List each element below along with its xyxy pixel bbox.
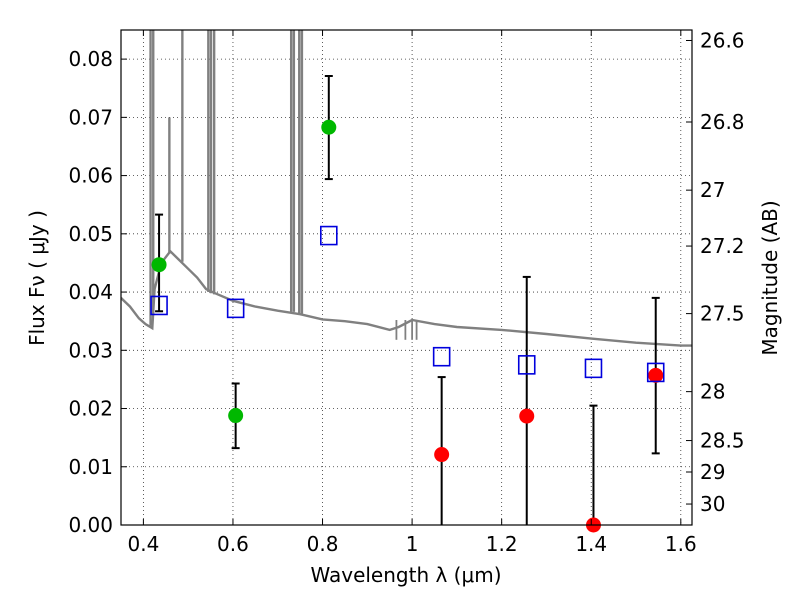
y-tick-label: 0.06 [68,164,113,188]
right-tick-label: 26.6 [700,28,745,52]
y-tick-label: 0.03 [68,338,113,362]
model-spectrum [121,30,692,347]
data-point-square [584,358,603,379]
data-point-square [432,346,451,367]
x-tick-label: 1 [406,532,419,556]
right-tick-label: 26.8 [700,110,745,134]
right-tick-label: 28.5 [700,429,745,453]
x-tick-label: 0.4 [127,532,159,556]
grid-lines [121,30,692,526]
data-point-circle [519,408,535,424]
data-point-circle [434,447,450,463]
y-tick-label: 0.08 [68,47,113,71]
y-tick-label: 0.07 [68,105,113,129]
y-axis-right-title: Magnitude (AB) [758,200,782,355]
data-point-square [646,362,665,383]
right-tick-label: 28 [700,380,725,404]
data-point-circle [321,119,337,135]
spectrum-continuum [121,249,692,347]
y-tick-label: 0.02 [68,397,113,421]
y-tick-label: 0.04 [68,280,113,304]
y-tick-label: 0.01 [68,455,113,479]
y-tick-label: 0.00 [68,513,113,537]
y-axis-title: Flux Fν ( μJy ) [25,210,49,346]
axis-ticks: 0.4 0.6 0.8 1 1.2 1.4 1.6 0.00 0.01 0.02 0.03 0.04 0… [68,28,744,556]
data-points [150,75,665,533]
data-point-circle [228,408,244,424]
x-tick-label: 1.2 [486,532,518,556]
x-tick-label: 1.4 [575,532,607,556]
x-axis-title: Wavelength λ (μm) [310,563,501,587]
plot-frame [120,29,693,526]
x-tick-label: 0.8 [307,532,339,556]
right-tick-label: 27.2 [700,234,745,258]
right-tick-label: 30 [700,492,725,516]
y-tick-label: 0.05 [68,222,113,246]
right-tick-label: 29 [700,460,725,484]
right-tick-label: 27.5 [700,302,745,326]
data-point-circle [151,257,167,273]
data-point-square [150,295,168,316]
x-tick-label: 1.6 [665,532,697,556]
x-tick-label: 0.6 [217,532,249,556]
right-tick-label: 27 [700,178,725,202]
data-point-square [226,298,245,319]
data-point-square [319,225,338,246]
data-point-circle [648,367,664,383]
data-point-square [517,355,536,375]
